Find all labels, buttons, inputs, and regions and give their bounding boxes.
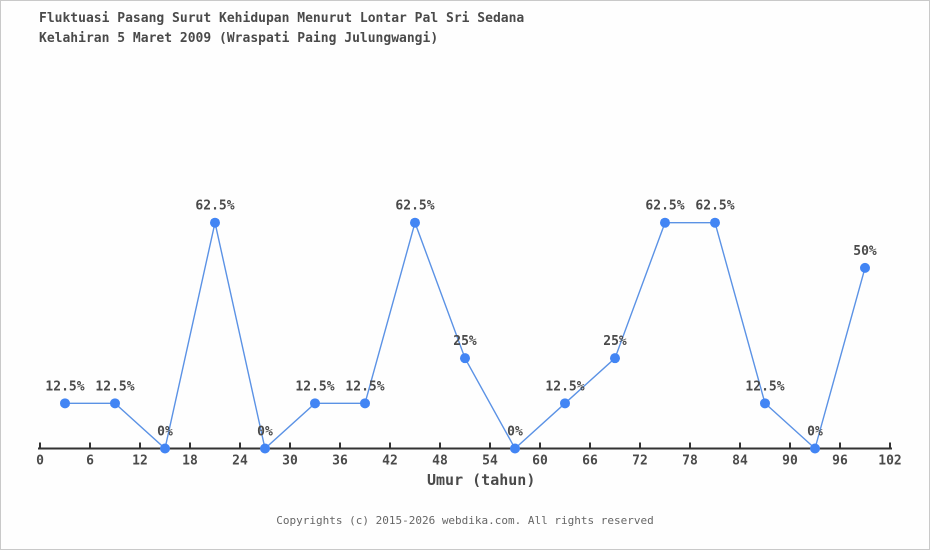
data-point-label: 62.5% xyxy=(695,199,734,214)
data-point xyxy=(659,217,670,228)
copyright-footer: Copyrights (c) 2015-2026 webdika.com. Al… xyxy=(276,514,654,527)
data-point xyxy=(209,217,220,228)
data-point-label: 12.5% xyxy=(745,379,784,394)
x-tick-label: 12 xyxy=(132,454,148,469)
data-point-label: 25% xyxy=(453,334,477,349)
data-point xyxy=(359,398,370,409)
x-tick-label: 6 xyxy=(86,454,94,469)
x-tick-label: 78 xyxy=(682,454,698,469)
data-point-label: 62.5% xyxy=(195,199,234,214)
chart-title-line1: Fluktuasi Pasang Surut Kehidupan Menurut… xyxy=(39,11,525,26)
data-point-label: 12.5% xyxy=(95,379,134,394)
x-tick-label: 30 xyxy=(282,454,298,469)
x-tick-label: 18 xyxy=(182,454,198,469)
data-point xyxy=(409,217,420,228)
data-point xyxy=(809,443,820,454)
data-point xyxy=(509,443,520,454)
data-point xyxy=(459,353,470,364)
data-point-label: 62.5% xyxy=(395,199,434,214)
data-point xyxy=(309,398,320,409)
x-tick-label: 0 xyxy=(36,454,44,469)
data-point xyxy=(259,443,270,454)
x-tick-label: 96 xyxy=(832,454,848,469)
data-point-label: 0% xyxy=(807,425,823,440)
x-tick-label: 42 xyxy=(382,454,398,469)
chart-title: Fluktuasi Pasang Surut Kehidupan Menurut… xyxy=(39,9,524,49)
data-point xyxy=(859,262,870,273)
x-tick-label: 54 xyxy=(482,454,498,469)
data-point-label: 0% xyxy=(257,425,273,440)
x-axis-title: Umur (tahun) xyxy=(427,471,536,489)
data-point xyxy=(759,398,770,409)
data-point-label: 62.5% xyxy=(645,199,684,214)
x-tick-label: 66 xyxy=(582,454,598,469)
x-tick-label: 102 xyxy=(878,454,901,469)
chart-title-line2: Kelahiran 5 Maret 2009 (Wraspati Paing J… xyxy=(39,31,439,46)
data-point-label: 12.5% xyxy=(545,379,584,394)
data-point-label: 12.5% xyxy=(345,379,384,394)
data-point-label: 12.5% xyxy=(295,379,334,394)
x-tick-label: 24 xyxy=(232,454,248,469)
x-tick-label: 36 xyxy=(332,454,348,469)
x-tick-label: 84 xyxy=(732,454,748,469)
data-point-label: 12.5% xyxy=(45,379,84,394)
x-tick-label: 90 xyxy=(782,454,798,469)
data-point xyxy=(709,217,720,228)
data-point-label: 0% xyxy=(157,425,173,440)
data-point xyxy=(609,353,620,364)
x-tick-label: 60 xyxy=(532,454,548,469)
data-point-label: 25% xyxy=(603,334,627,349)
data-point-label: 50% xyxy=(853,244,877,259)
x-tick-label: 72 xyxy=(632,454,648,469)
data-point xyxy=(109,398,120,409)
data-point xyxy=(59,398,70,409)
data-point xyxy=(559,398,570,409)
data-point-label: 0% xyxy=(507,425,523,440)
x-tick-label: 48 xyxy=(432,454,448,469)
data-point xyxy=(159,443,170,454)
